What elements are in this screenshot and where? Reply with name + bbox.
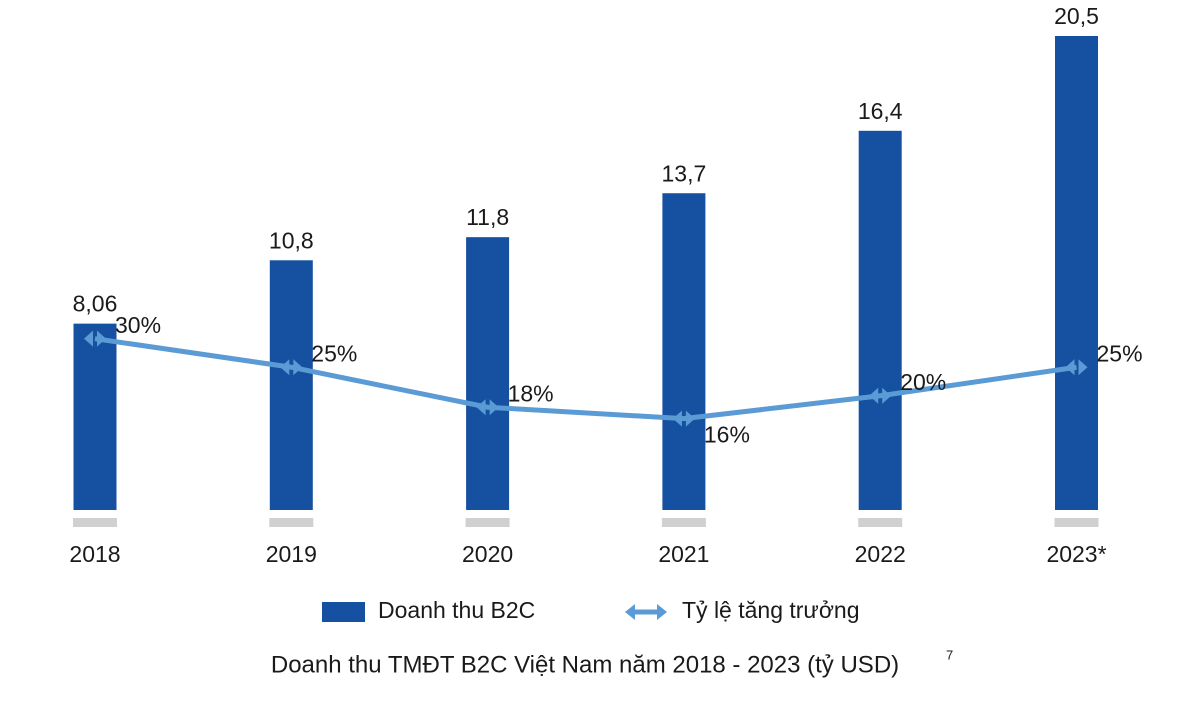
- bar-value-label: 16,4: [858, 98, 903, 124]
- axis-marker: [661, 518, 706, 527]
- axis-marker: [858, 518, 903, 527]
- line-marker: [280, 359, 303, 376]
- x-tick-label: 2019: [266, 541, 317, 567]
- line-marker: [476, 399, 499, 416]
- legend-swatch: [322, 602, 365, 622]
- axis-marker: [269, 518, 314, 527]
- bar: [1055, 36, 1098, 510]
- line-value-label: 20%: [900, 369, 946, 395]
- line-value-label: 25%: [1097, 340, 1143, 366]
- legend-label: Tỷ lệ tăng trưởng: [682, 597, 860, 623]
- line-value-label: 18%: [508, 380, 554, 406]
- axis-marker: [1054, 518, 1099, 527]
- axis-marker: [465, 518, 510, 527]
- bar: [662, 193, 706, 511]
- x-tick-label: 2020: [462, 541, 513, 567]
- line: [94, 336, 1077, 422]
- x-tick-label: 2022: [855, 541, 906, 567]
- x-tick-label: 2021: [658, 541, 709, 567]
- bar-value-label: 8,06: [73, 291, 118, 317]
- line-value-label: 25%: [311, 340, 357, 366]
- legend-swatch: [625, 604, 667, 620]
- title-footnote: 7: [946, 647, 953, 662]
- line-marker: [84, 330, 106, 347]
- bar: [269, 260, 313, 510]
- line-value-label: 16%: [704, 422, 750, 448]
- x-tick-label: 2018: [69, 541, 120, 567]
- bar: [858, 130, 902, 511]
- legend-label: Doanh thu B2C: [378, 597, 535, 623]
- bar-value-label: 11,8: [466, 204, 509, 230]
- bar-value-label: 10,8: [269, 227, 314, 253]
- line-marker: [672, 410, 695, 427]
- bar: [466, 237, 510, 510]
- chart-title: Doanh thu TMĐT B2C Việt Nam năm 2018 - 2…: [271, 651, 899, 678]
- axis-marker: [73, 518, 117, 527]
- line-value-label: 30%: [115, 312, 161, 338]
- bar-value-label: 13,7: [662, 160, 707, 186]
- bar-value-label: 20,5: [1054, 3, 1099, 29]
- x-tick-label: 2023*: [1046, 541, 1106, 567]
- line-marker: [1065, 359, 1088, 376]
- bar: [73, 323, 117, 510]
- line-marker: [869, 387, 892, 404]
